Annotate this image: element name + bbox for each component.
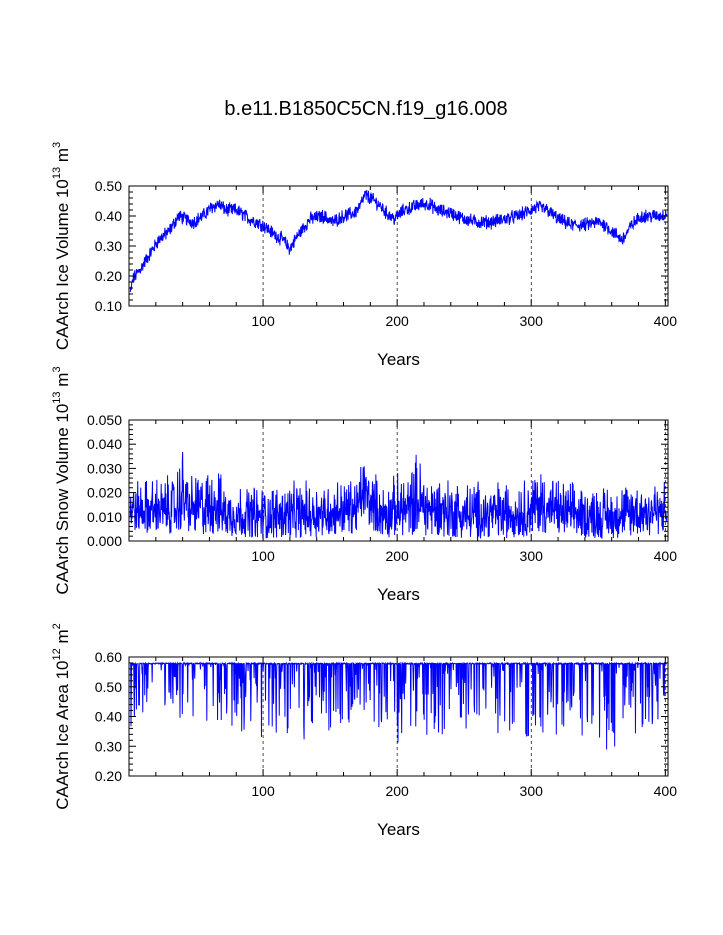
ice-volume-xtick-label-200: 200	[385, 313, 409, 329]
ice-volume-ylabel: CAArch Ice Volume 1013 m3	[51, 142, 72, 350]
panel-ice-area: 100 200 300 400 Years 0.20 0.30 0.40 0.50 0.60 CAA…	[51, 623, 677, 839]
ice-volume-ylabel-exp: 13	[51, 167, 63, 179]
panel-snow-volume: 100 200 300 400 Years 0.000 0.010 0.020 0.030 0.0…	[51, 366, 677, 604]
ice-volume-ylabel-unit: m	[53, 148, 72, 167]
ice-area-ylabel-unit: m	[53, 629, 72, 648]
ice-volume-series	[129, 189, 668, 293]
ice-volume-ylabel-unit-exp: 3	[51, 142, 63, 148]
ice-area-ytick-label-2: 0.40	[95, 709, 122, 725]
snow-volume-ylabel: CAArch Snow Volume 1013 m3	[51, 366, 72, 594]
ice-volume-xtick-label-100: 100	[251, 313, 275, 329]
ice-volume-ytick-label-1: 0.20	[95, 268, 122, 284]
snow-volume-ylabel-name: CAArch Snow Volume 10	[53, 404, 72, 595]
snow-volume-ylabel-unit: m	[53, 373, 72, 392]
panel-ice-volume: 100 200 300 400 Years 0.10 0.20 0.30 0.40 0.50 CAA…	[51, 142, 677, 369]
snow-volume-ytick-label-1: 0.010	[87, 509, 122, 525]
ice-volume-xtick-label-400: 400	[654, 313, 678, 329]
ice-area-series	[130, 661, 667, 750]
snow-volume-ytick-label-2: 0.020	[87, 485, 122, 501]
ice-volume-ytick-label-4: 0.50	[95, 178, 122, 194]
ice-area-xtick-label-200: 200	[385, 783, 409, 799]
snow-volume-series	[129, 451, 668, 540]
snow-volume-xtick-label-100: 100	[251, 548, 275, 564]
ice-volume-ylabel-name: CAArch Ice Volume 10	[53, 179, 72, 350]
ice-volume-series-line	[129, 189, 668, 293]
snow-volume-ytick-label-3: 0.030	[87, 460, 122, 476]
ice-area-series-line	[130, 661, 667, 750]
snow-volume-ytick-label-5: 0.050	[87, 412, 122, 428]
snow-volume-ytick-label-0: 0.000	[87, 533, 122, 549]
ice-volume-ytick-label-2: 0.30	[95, 238, 122, 254]
snow-volume-frame	[128, 419, 669, 542]
ice-area-xtick-label-100: 100	[251, 783, 275, 799]
ice-area-ytick-label-0: 0.20	[95, 768, 122, 784]
ice-area-ytick-label-3: 0.50	[95, 679, 122, 695]
snow-volume-xtick-label-200: 200	[385, 548, 409, 564]
figure-title: b.e11.B1850C5CN.f19_g16.008	[224, 98, 507, 120]
snow-volume-xtick-label-300: 300	[520, 548, 544, 564]
snow-volume-series-line	[129, 451, 668, 540]
ice-area-ylabel-unit-exp: 2	[51, 623, 63, 629]
ice-volume-frame	[128, 185, 669, 307]
snow-volume-xtick-label-400: 400	[654, 548, 678, 564]
ice-area-xtick-label-400: 400	[654, 783, 678, 799]
ice-area-ylabel: CAArch Ice Area 1012 m2	[51, 623, 72, 810]
ice-area-ytick-label-1: 0.30	[95, 738, 122, 754]
snow-volume-ytick-label-4: 0.040	[87, 436, 122, 452]
ice-volume-xtick-label-300: 300	[520, 313, 544, 329]
ice-area-ylabel-exp: 12	[51, 648, 63, 660]
ice-area-ylabel-name: CAArch Ice Area 10	[53, 660, 72, 809]
snow-volume-xlabel: Years	[377, 585, 420, 604]
ice-volume-xlabel: Years	[377, 350, 420, 369]
ice-area-xlabel: Years	[377, 820, 420, 839]
ice-area-xtick-label-300: 300	[520, 783, 544, 799]
ice-volume-ytick-label-3: 0.40	[95, 208, 122, 224]
ice-area-ytick-label-4: 0.60	[95, 649, 122, 665]
ice-volume-ytick-label-0: 0.10	[95, 298, 122, 314]
snow-volume-ylabel-unit-exp: 3	[51, 366, 63, 372]
snow-volume-ylabel-exp: 13	[51, 391, 63, 403]
